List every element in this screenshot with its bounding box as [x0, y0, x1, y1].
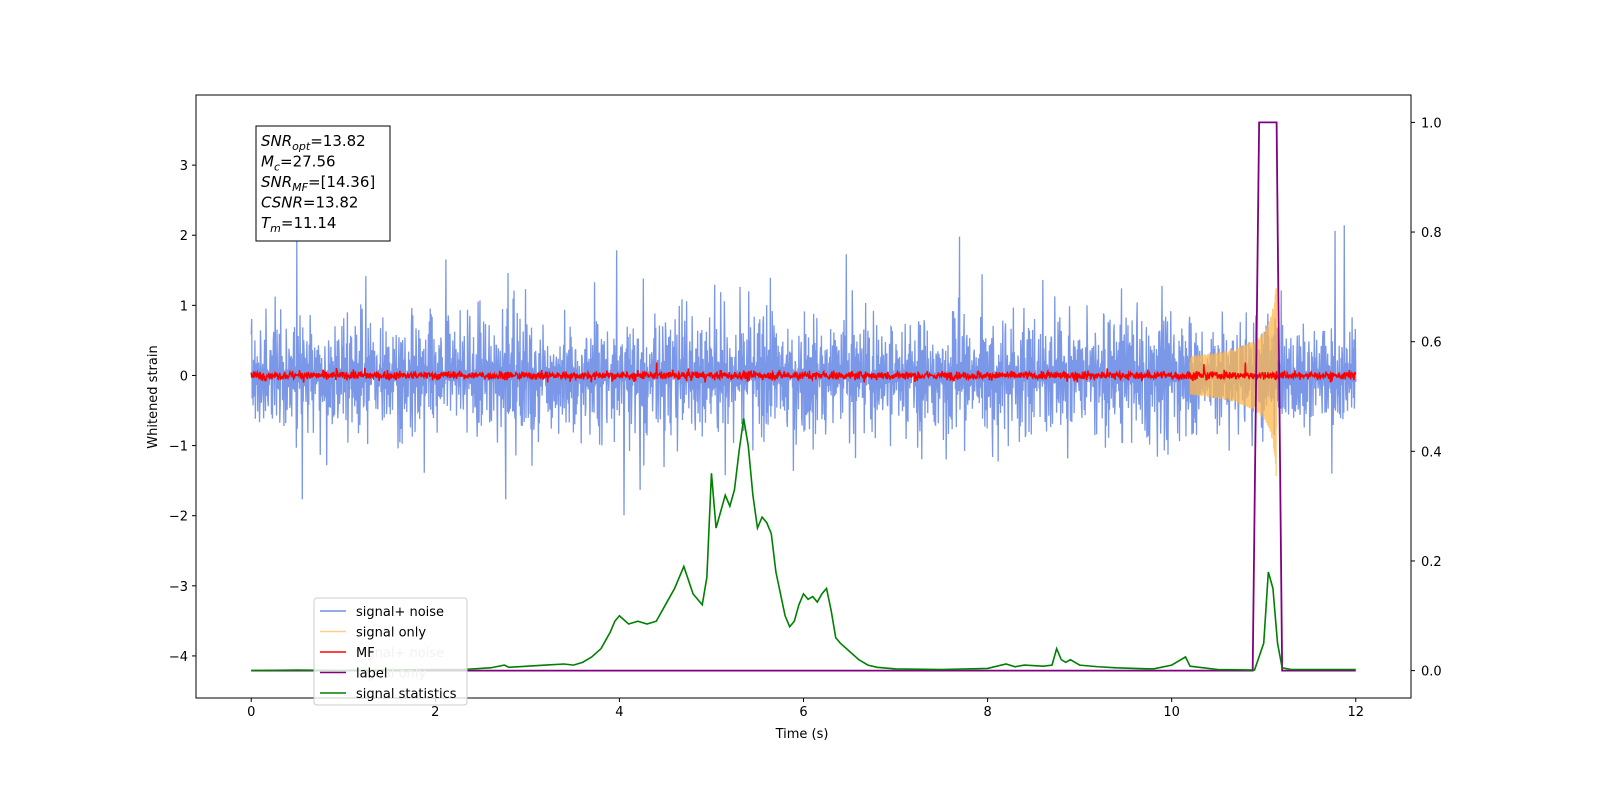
- y-tick-label: −2: [169, 510, 188, 525]
- x-tick-label: 8: [983, 705, 991, 720]
- y-tick-label: −3: [169, 580, 188, 595]
- x-tick-label: 0: [247, 705, 255, 720]
- series-mf: [250, 362, 1357, 383]
- x-tick-label: 2: [431, 705, 439, 720]
- legend-label: signal only: [356, 626, 426, 641]
- legend-label: signal+ noise: [356, 605, 444, 620]
- y2-tick-label: 0.0: [1421, 665, 1442, 680]
- y2-tick-label: 0.8: [1421, 226, 1442, 241]
- y2-tick-label: 0.4: [1421, 445, 1442, 460]
- y-tick-label: 0: [180, 369, 188, 384]
- y-tick-label: 2: [180, 229, 188, 244]
- y-tick-label: −4: [169, 650, 188, 665]
- info-box-line: CSNR=13.82: [261, 194, 358, 212]
- series-signal-plus-noise: [250, 225, 1357, 516]
- info-box-frame: [255, 125, 391, 242]
- x-tick-label: 4: [615, 705, 623, 720]
- y-axis-label: Whitened strain: [146, 345, 161, 448]
- series-label: [251, 121, 1356, 672]
- info-box-line: SNRMF=[14.36]: [261, 173, 375, 194]
- info-box-line: Tm=11.14: [261, 214, 336, 235]
- y2-tick-label: 0.6: [1421, 336, 1442, 351]
- legend-label: MF: [356, 646, 375, 661]
- y2-tick-label: 1.0: [1421, 116, 1442, 131]
- legend-label: label: [356, 667, 387, 682]
- x-axis-label: Time (s): [775, 727, 829, 742]
- info-box-line: SNRopt=13.82: [261, 132, 366, 153]
- legend-frame: [313, 597, 468, 706]
- y2-tick-label: 0.2: [1421, 555, 1442, 570]
- x-tick-label: 12: [1347, 705, 1364, 720]
- info-box-line: Mc=27.56: [261, 153, 336, 174]
- y-tick-label: −1: [169, 440, 188, 455]
- legend-label: signal statistics: [356, 687, 457, 702]
- y-tick-label: 3: [180, 159, 188, 174]
- x-tick-label: 10: [1163, 705, 1180, 720]
- x-tick-label: 6: [799, 705, 807, 720]
- series-signal-statistics: [251, 418, 1356, 672]
- y-tick-label: 1: [180, 299, 188, 314]
- info-box: SNRopt=13.82Mc=27.56SNRMF=[14.36]CSNR=13…: [255, 125, 391, 242]
- plot-layer: [250, 121, 1357, 672]
